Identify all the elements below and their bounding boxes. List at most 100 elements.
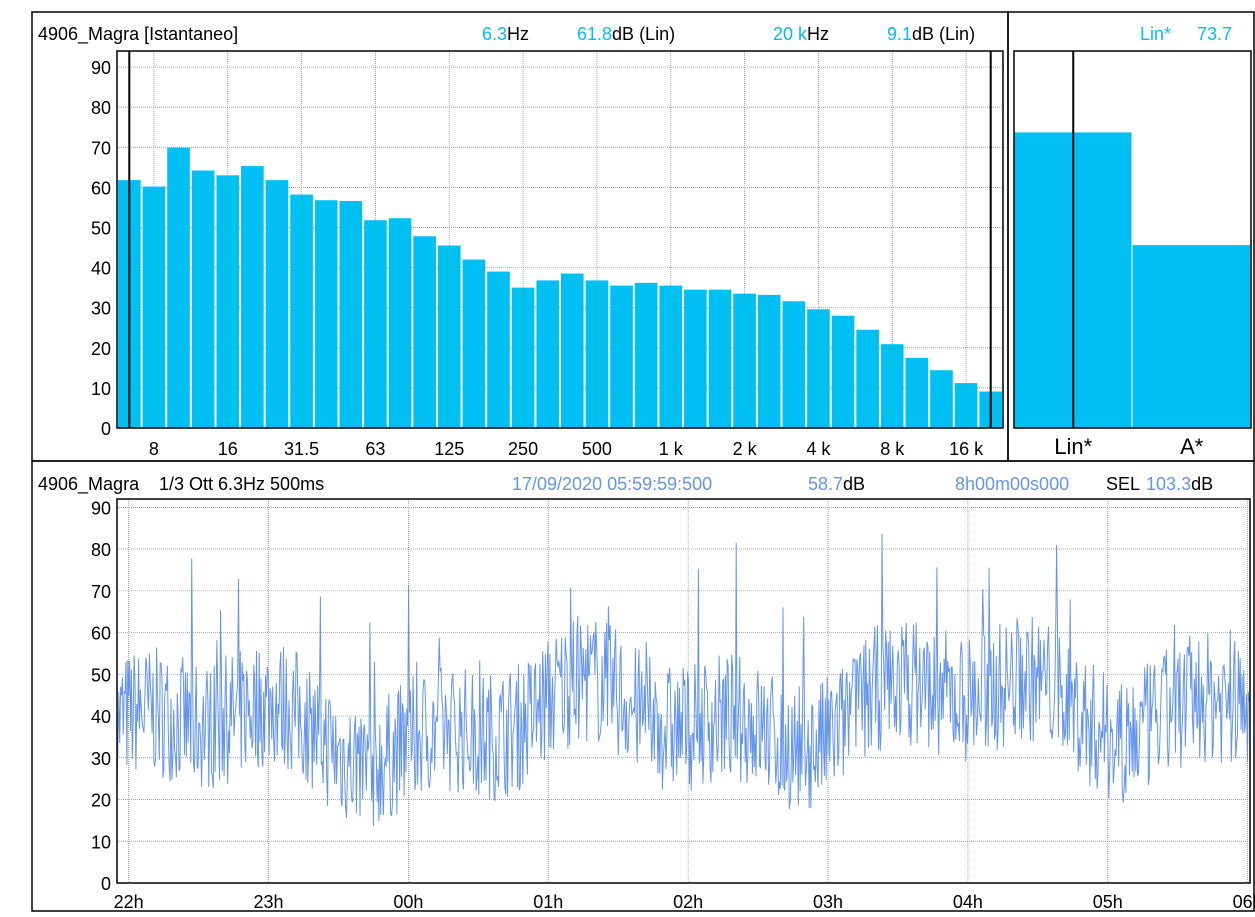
spectrum-xtick-label: 1 k [659, 439, 684, 459]
time-xtick-label: 06h [1233, 892, 1255, 912]
cursor1-level-unit: dB (Lin) [612, 24, 675, 44]
time-xtick-label: 23h [254, 892, 284, 912]
cursor2-level-readout: 9.1dB (Lin) [887, 24, 975, 44]
spectrum-bar [241, 166, 264, 428]
overall-plot: Lin* A* [1013, 50, 1252, 459]
time-ytick-label: 70 [91, 582, 111, 602]
spectrum-bar [708, 289, 732, 428]
time-sel-readout: SEL 103.3dB [1106, 474, 1213, 494]
spectrum-bar [856, 329, 879, 428]
spectrum-ytick-label: 10 [91, 379, 111, 399]
sel-unit: dB [1191, 474, 1213, 494]
spectrum-bar [757, 294, 781, 428]
spectrum-bar [880, 344, 904, 428]
time-duration: 8h00m00s000 [955, 474, 1069, 494]
overall-bar [1132, 245, 1250, 428]
sel-label: SEL [1106, 474, 1140, 494]
time-ytick-label: 20 [91, 791, 111, 811]
cursor1-freq-value: 6.3 [482, 24, 507, 44]
spectrum-xtick-label: 250 [508, 439, 538, 459]
spectrum-bar [585, 280, 609, 428]
spectrum-bar [634, 282, 658, 428]
overall-header: Lin* 73.7 [1140, 24, 1232, 44]
time-level-readout: 58.7dB [808, 474, 865, 494]
time-history-plot: 0 10 20 30 40 50 60 70 80 90 22h 23h 00h 01h 02h 03h 04h… [91, 498, 1255, 912]
spectrum-xtick-label: 8 k [880, 439, 905, 459]
spectrum-ytick-label: 30 [91, 299, 111, 319]
spectrum-bar [930, 370, 953, 428]
sel-value: 103.3 [1146, 474, 1191, 494]
spectrum-bar [782, 301, 806, 428]
cursor2-level-unit: dB (Lin) [912, 24, 975, 44]
spectrum-bar [388, 218, 412, 428]
spectrum-xtick-label: 4 k [806, 439, 831, 459]
time-xtick-label: 05h [1093, 892, 1123, 912]
time-history-trace [116, 533, 1250, 826]
spectrum-bar [413, 236, 436, 428]
spectrum-ytick-label: 60 [91, 178, 111, 198]
cursor2-level-value: 9.1 [887, 24, 912, 44]
time-title: 4906_Magra [38, 474, 140, 495]
spectrum-ytick-label: 90 [91, 58, 111, 78]
spectrum-xtick-label: 63 [365, 439, 385, 459]
spectrum-xtick-label: 16 [218, 439, 238, 459]
spectrum-bar [610, 285, 633, 428]
cursor2-readout: 20 kHz [773, 24, 829, 44]
spectrum-xtick-label: 500 [582, 439, 612, 459]
spectrum-xtick-label: 16 k [949, 439, 984, 459]
spectrum-ytick-label: 50 [91, 218, 111, 238]
spectrum-bar [339, 200, 363, 428]
time-ytick-label: 30 [91, 749, 111, 769]
cursor1-readout: 6.3Hz [482, 24, 529, 44]
time-ytick-label: 90 [91, 498, 111, 518]
time-ytick-label: 80 [91, 540, 111, 560]
cursor1-level-readout: 61.8dB (Lin) [577, 24, 675, 44]
spectrum-ytick-label: 0 [101, 419, 111, 439]
spectrum-plot: 0 10 20 30 40 50 60 70 80 90 8 16 31.5 63 125 250 500 1 k… [91, 50, 1004, 459]
spectrum-bar [536, 280, 559, 428]
spectrum-plot-border [116, 50, 1004, 429]
spectrum-ytick-label: 80 [91, 98, 111, 118]
spectrum-bar [561, 273, 584, 428]
spectrum-bar [191, 170, 215, 428]
overall-xtick-label: A* [1180, 434, 1204, 459]
spectrum-bar [807, 309, 830, 428]
spectrum-bar [733, 293, 756, 428]
cursor1-freq-unit: Hz [507, 24, 529, 44]
cursor2-freq-value: 20 k [773, 24, 808, 44]
spectrum-xtick-label: 2 k [733, 439, 758, 459]
time-xtick-label: 02h [673, 892, 703, 912]
overall-header-value: 73.7 [1197, 24, 1232, 44]
spectrum-title: 4906_Magra [Istantaneo] [38, 24, 238, 45]
spectrum-bar [684, 289, 707, 428]
time-ytick-label: 10 [91, 832, 111, 852]
overall-xtick-label: Lin* [1054, 434, 1092, 459]
spectrum-bar [364, 220, 387, 428]
spectrum-xtick-label: 8 [149, 439, 159, 459]
overall-header-label: Lin* [1140, 24, 1171, 44]
time-xtick-label: 00h [393, 892, 423, 912]
spectrum-bar [314, 200, 338, 428]
time-ytick-label: 60 [91, 624, 111, 644]
time-timestamp: 17/09/2020 05:59:59:500 [512, 474, 712, 494]
spectrum-bar [167, 147, 190, 429]
spectrum-ytick-label: 70 [91, 138, 111, 158]
time-ytick-label: 50 [91, 665, 111, 685]
time-panel-frame [31, 460, 1255, 912]
spectrum-ytick-label: 40 [91, 259, 111, 279]
time-level-unit: dB [843, 474, 865, 494]
spectrum-plot-area [117, 51, 1003, 428]
cursor1-level-value: 61.8 [577, 24, 612, 44]
spectrum-bar [905, 357, 929, 428]
spectrum-xtick-label: 31.5 [284, 439, 319, 459]
time-xtick-label: 03h [813, 892, 843, 912]
cursor2-freq-unit: Hz [807, 24, 829, 44]
time-level-value: 58.7 [808, 474, 843, 494]
overall-plot-border [1013, 50, 1252, 429]
spectrum-bar [487, 271, 510, 428]
spectrum-bar [831, 315, 855, 428]
time-xtick-label: 01h [533, 892, 563, 912]
spectrum-bar [437, 245, 461, 428]
time-xtick-label: 22h [114, 892, 144, 912]
